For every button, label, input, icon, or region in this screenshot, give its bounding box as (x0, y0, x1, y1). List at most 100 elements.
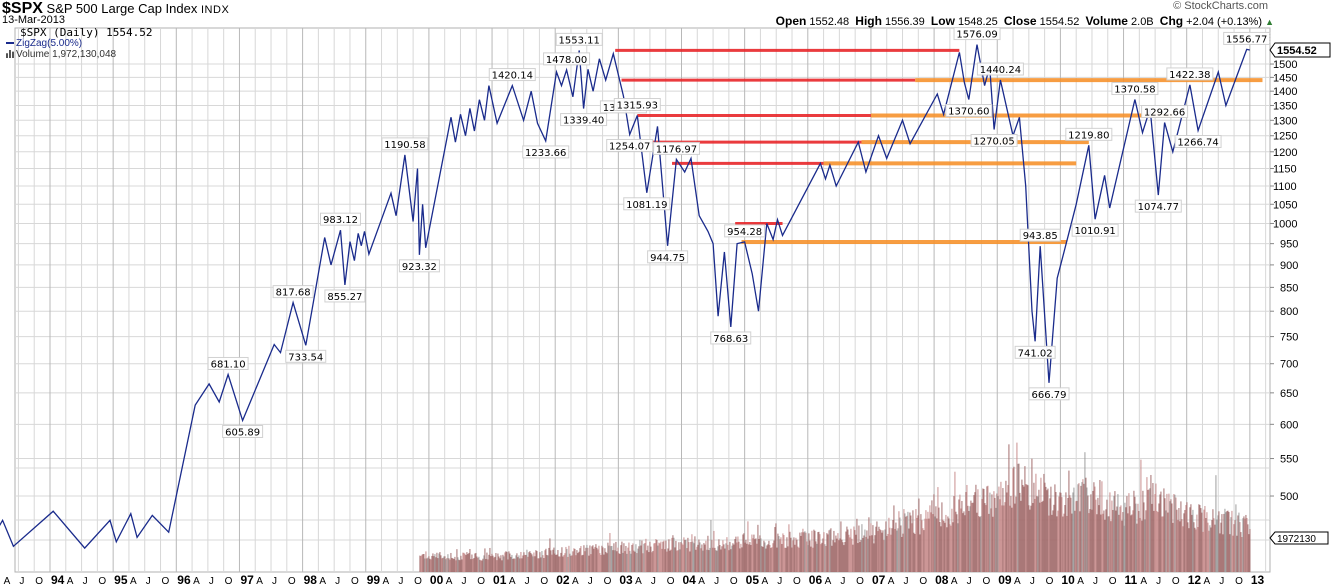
svg-text:99: 99 (367, 573, 381, 587)
svg-text:A: A (446, 576, 453, 587)
close-label: Close (1003, 14, 1037, 28)
svg-text:A: A (761, 576, 768, 587)
grid (14, 27, 1271, 573)
legend-price: $SPX (Daily) 1554.52 (20, 26, 153, 39)
svg-text:1553.11: 1553.11 (559, 35, 600, 46)
svg-text:1450: 1450 (1273, 72, 1297, 84)
zigzag-line (0, 44, 1250, 550)
svg-text:A: A (698, 576, 705, 587)
svg-text:J: J (588, 576, 593, 587)
svg-text:983.12: 983.12 (323, 215, 358, 226)
svg-text:768.63: 768.63 (713, 334, 748, 345)
svg-text:1292.66: 1292.66 (1144, 108, 1185, 119)
svg-text:A: A (319, 576, 326, 587)
up-arrow-icon: ▲ (1265, 17, 1274, 27)
svg-text:950: 950 (1280, 239, 1298, 251)
svg-text:96: 96 (177, 573, 191, 587)
svg-text:1074.77: 1074.77 (1138, 202, 1179, 213)
svg-text:O: O (982, 576, 990, 587)
volume-value: 2.0B (1131, 16, 1154, 28)
svg-text:943.85: 943.85 (1023, 231, 1058, 242)
svg-text:800: 800 (1280, 306, 1298, 318)
svg-text:1500: 1500 (1273, 59, 1297, 71)
axes: 5005506006507007508008509009501000105011… (4, 28, 1331, 587)
svg-text:02: 02 (556, 573, 570, 587)
svg-text:J: J (209, 576, 214, 587)
svg-text:O: O (540, 576, 548, 587)
svg-text:O: O (162, 576, 170, 587)
svg-text:1300: 1300 (1273, 115, 1297, 127)
svg-text:1219.80: 1219.80 (1068, 130, 1109, 141)
svg-text:A: A (888, 576, 895, 587)
high-value: 1556.39 (885, 16, 925, 28)
svg-text:1972130: 1972130 (1277, 534, 1316, 545)
svg-text:13: 13 (1251, 573, 1265, 587)
change-value: +2.04 (+0.13%) (1186, 16, 1263, 28)
change-label: Chg (1159, 14, 1184, 28)
legend: $SPX (Daily) 1554.52 ZigZag(5.00%) Volum… (6, 27, 152, 60)
legend-volume: Volume 1,972,130,048 (6, 49, 152, 60)
svg-text:10: 10 (1061, 573, 1075, 587)
svg-text:O: O (1235, 576, 1243, 587)
svg-text:06: 06 (809, 573, 823, 587)
svg-text:J: J (19, 576, 24, 587)
exchange: INDX (201, 4, 230, 16)
svg-text:1350: 1350 (1273, 100, 1297, 112)
svg-text:J: J (525, 576, 530, 587)
svg-text:1440.24: 1440.24 (980, 65, 1021, 76)
svg-text:650: 650 (1280, 388, 1298, 400)
svg-text:1190.58: 1190.58 (384, 140, 425, 151)
svg-text:1400: 1400 (1273, 86, 1297, 98)
svg-text:733.54: 733.54 (288, 352, 323, 363)
close-value: 1554.52 (1039, 16, 1080, 28)
symbol: $SPX (2, 0, 43, 17)
svg-text:A: A (1077, 576, 1084, 587)
svg-text:923.32: 923.32 (402, 262, 437, 273)
svg-text:O: O (1046, 576, 1054, 587)
svg-text:J: J (967, 576, 972, 587)
svg-text:A: A (193, 576, 200, 587)
open-label: Open (775, 14, 807, 28)
svg-text:09: 09 (998, 573, 1012, 587)
svg-text:A: A (509, 576, 516, 587)
svg-text:J: J (840, 576, 845, 587)
svg-text:A: A (1203, 576, 1210, 587)
svg-text:A: A (572, 576, 579, 587)
high-label: High (855, 14, 882, 28)
watermark: © StockCharts.com (1173, 0, 1268, 12)
svg-text:O: O (604, 576, 612, 587)
svg-text:954.28: 954.28 (727, 227, 762, 238)
svg-text:700: 700 (1280, 359, 1298, 371)
zigzag-swatch-icon (6, 42, 14, 45)
svg-text:J: J (398, 576, 403, 587)
svg-text:J: J (83, 576, 88, 587)
svg-text:1270.05: 1270.05 (973, 136, 1014, 147)
svg-text:O: O (919, 576, 927, 587)
svg-text:O: O (856, 576, 864, 587)
svg-text:550: 550 (1280, 454, 1298, 466)
svg-text:605.89: 605.89 (225, 427, 260, 438)
legend-zigzag: ZigZag(5.00%) (6, 38, 152, 49)
svg-text:817.68: 817.68 (276, 288, 311, 299)
svg-text:J: J (1219, 576, 1224, 587)
svg-text:J: J (904, 576, 909, 587)
svg-text:07: 07 (872, 573, 886, 587)
svg-text:681.10: 681.10 (211, 359, 246, 370)
svg-text:04: 04 (683, 573, 697, 587)
svg-text:1081.19: 1081.19 (626, 200, 667, 211)
svg-text:A: A (951, 576, 958, 587)
svg-text:03: 03 (619, 573, 633, 587)
svg-text:1254.07: 1254.07 (609, 141, 650, 152)
open-value: 1552.48 (809, 16, 850, 28)
quote-bar: Open 1552.48 High 1556.39 Low 1548.25 Cl… (776, 14, 1274, 28)
svg-text:J: J (146, 576, 151, 587)
svg-text:J: J (1156, 576, 1161, 587)
svg-text:O: O (730, 576, 738, 587)
svg-text:05: 05 (746, 573, 760, 587)
svg-text:08: 08 (935, 573, 949, 587)
svg-text:O: O (793, 576, 801, 587)
svg-text:1339.40: 1339.40 (563, 116, 604, 127)
low-label: Low (930, 14, 955, 28)
volume-bars (419, 442, 1251, 572)
svg-text:A: A (67, 576, 74, 587)
